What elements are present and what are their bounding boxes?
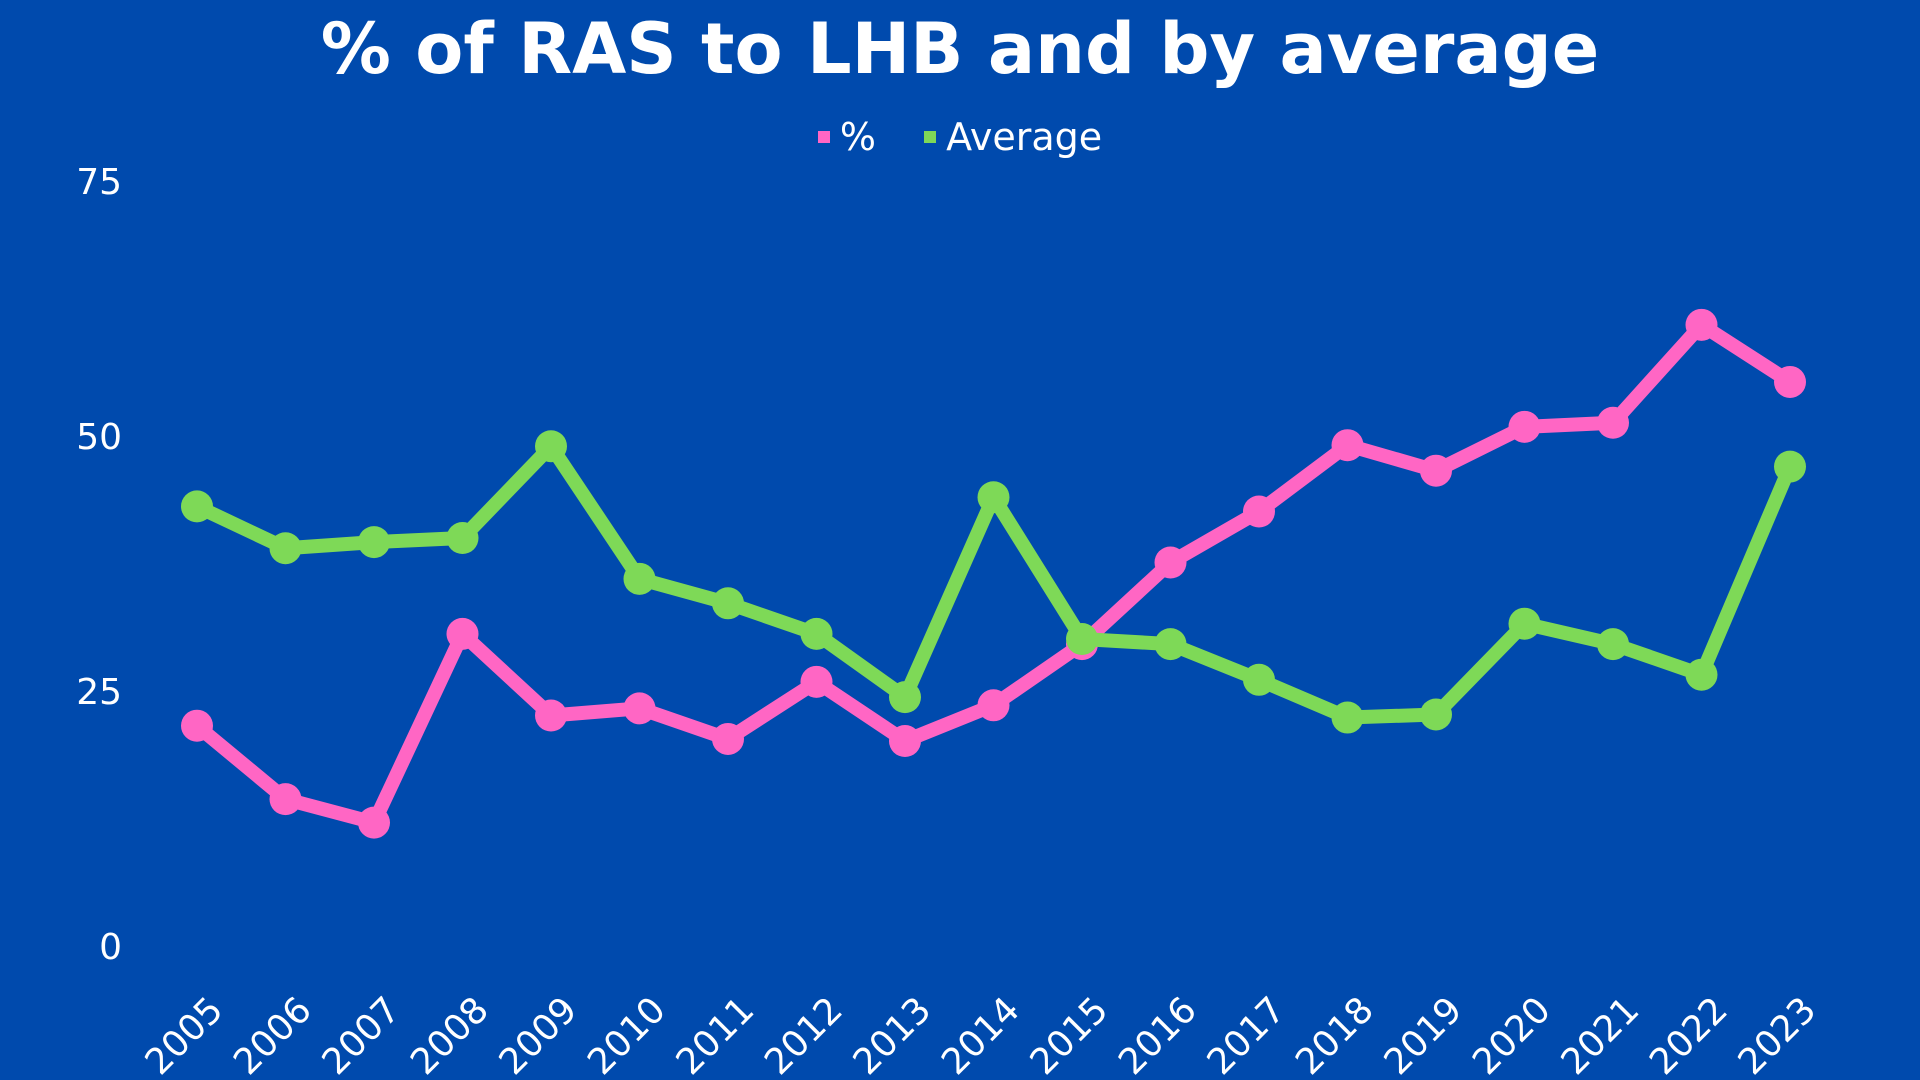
data-point-percent — [977, 689, 1010, 722]
chart-title: % of RAS to LHB and by average — [320, 8, 1600, 90]
x-tick-label: 2013 — [846, 989, 940, 1080]
data-point-average — [889, 681, 921, 714]
data-point-average — [1597, 628, 1629, 661]
y-tick-label: 25 — [76, 672, 122, 713]
data-point-average — [358, 526, 390, 559]
data-point-percent — [181, 709, 213, 742]
data-point-average — [1331, 701, 1364, 734]
x-tick-label: 2022 — [1642, 989, 1736, 1080]
data-point-average — [269, 532, 302, 565]
legend-swatch-average — [924, 131, 937, 143]
data-point-average — [446, 522, 479, 555]
data-point-percent — [1420, 454, 1452, 487]
legend-swatch-percent — [817, 131, 830, 143]
x-tick-label: 2018 — [1288, 989, 1382, 1080]
x-tick-label: 2019 — [1377, 989, 1471, 1080]
x-tick-label: 2011 — [669, 989, 763, 1080]
y-axis-ticks: 0 25 50 75 — [76, 162, 122, 968]
x-tick-label: 2021 — [1554, 989, 1648, 1080]
data-point-average — [1420, 698, 1452, 731]
data-point-percent — [1774, 365, 1806, 398]
x-tick-label: 2012 — [757, 989, 851, 1080]
data-point-average — [1154, 628, 1187, 661]
data-point-average — [623, 562, 656, 595]
data-point-percent — [1243, 495, 1275, 528]
data-point-average — [1243, 663, 1275, 696]
data-point-percent — [358, 806, 390, 839]
x-tick-label: 2010 — [580, 989, 674, 1080]
data-point-percent — [800, 665, 833, 698]
y-tick-label: 0 — [99, 927, 122, 968]
legend-item-percent: % — [817, 115, 876, 159]
series-percent — [181, 308, 1806, 839]
x-tick-label: 2008 — [403, 989, 497, 1080]
series-average — [181, 430, 1806, 734]
data-point-percent — [1597, 406, 1629, 439]
data-point-percent — [1685, 308, 1718, 341]
x-tick-label: 2006 — [226, 989, 320, 1080]
data-point-percent — [889, 725, 921, 757]
y-tick-label: 50 — [76, 417, 122, 458]
data-point-percent — [446, 617, 479, 650]
data-point-average — [1508, 607, 1541, 640]
data-point-average — [535, 430, 567, 463]
data-point-percent — [1508, 410, 1541, 443]
y-tick-label: 75 — [76, 162, 122, 203]
x-tick-label: 2005 — [138, 989, 232, 1080]
series-line-percent — [190, 317, 1797, 830]
x-tick-label: 2014 — [934, 989, 1028, 1080]
data-point-average — [1774, 450, 1806, 483]
data-point-average — [800, 617, 833, 650]
data-point-percent — [1331, 429, 1364, 462]
x-axis-ticks: 2005200620072008200920102011201220132014… — [138, 989, 1825, 1080]
data-point-average — [181, 490, 213, 523]
x-tick-label: 2009 — [492, 989, 586, 1080]
data-point-percent — [535, 699, 567, 732]
data-point-average — [1066, 623, 1098, 655]
x-tick-label: 2023 — [1731, 989, 1825, 1080]
legend-label-percent: % — [839, 115, 876, 159]
data-point-percent — [269, 783, 302, 816]
x-tick-label: 2017 — [1200, 989, 1294, 1080]
x-tick-label: 2015 — [1023, 989, 1117, 1080]
data-point-average — [1685, 658, 1718, 691]
legend-label-average: Average — [946, 115, 1103, 159]
legend-item-average: Average — [924, 115, 1102, 159]
chart-legend: % Average — [0, 108, 1920, 159]
x-tick-label: 2007 — [315, 989, 409, 1080]
data-point-average — [712, 587, 744, 620]
data-point-percent — [623, 692, 656, 725]
data-point-average — [977, 481, 1010, 514]
data-point-percent — [1154, 546, 1187, 579]
data-point-percent — [712, 722, 744, 755]
x-tick-label: 2020 — [1465, 989, 1559, 1080]
x-tick-label: 2016 — [1111, 989, 1205, 1080]
